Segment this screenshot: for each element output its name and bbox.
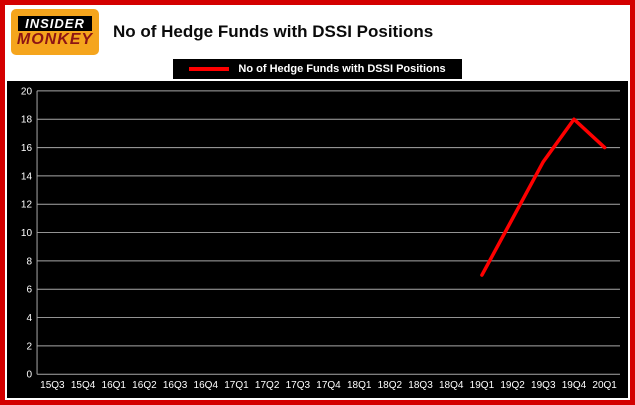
svg-text:17Q1: 17Q1	[224, 380, 249, 391]
svg-text:8: 8	[26, 256, 32, 267]
insider-monkey-logo: INSIDER MONKEY	[11, 9, 99, 55]
svg-text:15Q4: 15Q4	[71, 380, 96, 391]
svg-text:16Q4: 16Q4	[194, 380, 219, 391]
chart-title: No of Hedge Funds with DSSI Positions	[113, 22, 434, 41]
logo-monkey-text: MONKEY	[16, 30, 94, 48]
svg-text:20: 20	[21, 86, 33, 97]
svg-text:18Q1: 18Q1	[347, 380, 372, 391]
svg-text:20Q1: 20Q1	[592, 380, 617, 391]
legend-line-swatch	[189, 67, 230, 71]
svg-text:16Q3: 16Q3	[163, 380, 188, 391]
svg-text:17Q2: 17Q2	[255, 380, 280, 391]
svg-text:17Q3: 17Q3	[286, 380, 311, 391]
svg-text:16: 16	[21, 143, 33, 154]
legend-box: No of Hedge Funds with DSSI Positions	[173, 59, 462, 79]
svg-text:2: 2	[26, 341, 32, 352]
svg-text:12: 12	[21, 200, 33, 211]
chart-canvas: 0 2 4 6 8 10 12 14 16 18 20 15Q3 15Q4 16Q1 16Q2 16Q3 16Q…	[21, 86, 620, 391]
svg-text:14: 14	[21, 171, 33, 182]
svg-text:19Q4: 19Q4	[562, 380, 587, 391]
svg-text:10: 10	[21, 228, 33, 239]
line-chart: 0 2 4 6 8 10 12 14 16 18 20 15Q3 15Q4 16Q1 16Q2 16Q3 16Q…	[7, 81, 628, 398]
svg-text:18Q3: 18Q3	[408, 380, 433, 391]
svg-text:6: 6	[26, 285, 32, 296]
legend: No of Hedge Funds with DSSI Positions	[7, 57, 628, 81]
svg-text:0: 0	[26, 370, 32, 381]
svg-text:16Q1: 16Q1	[102, 380, 127, 391]
legend-label: No of Hedge Funds with DSSI Positions	[238, 63, 446, 75]
svg-text:16Q2: 16Q2	[132, 380, 157, 391]
svg-text:19Q1: 19Q1	[470, 380, 495, 391]
svg-text:17Q4: 17Q4	[316, 380, 341, 391]
header: INSIDER MONKEY No of Hedge Funds with DS…	[7, 7, 628, 57]
svg-text:4: 4	[26, 313, 32, 324]
svg-text:19Q2: 19Q2	[500, 380, 525, 391]
svg-text:18Q2: 18Q2	[378, 380, 403, 391]
svg-text:18Q4: 18Q4	[439, 380, 464, 391]
svg-text:18: 18	[21, 115, 33, 126]
svg-text:19Q3: 19Q3	[531, 380, 556, 391]
logo-insider-text: INSIDER	[18, 15, 92, 31]
svg-text:15Q3: 15Q3	[40, 380, 65, 391]
